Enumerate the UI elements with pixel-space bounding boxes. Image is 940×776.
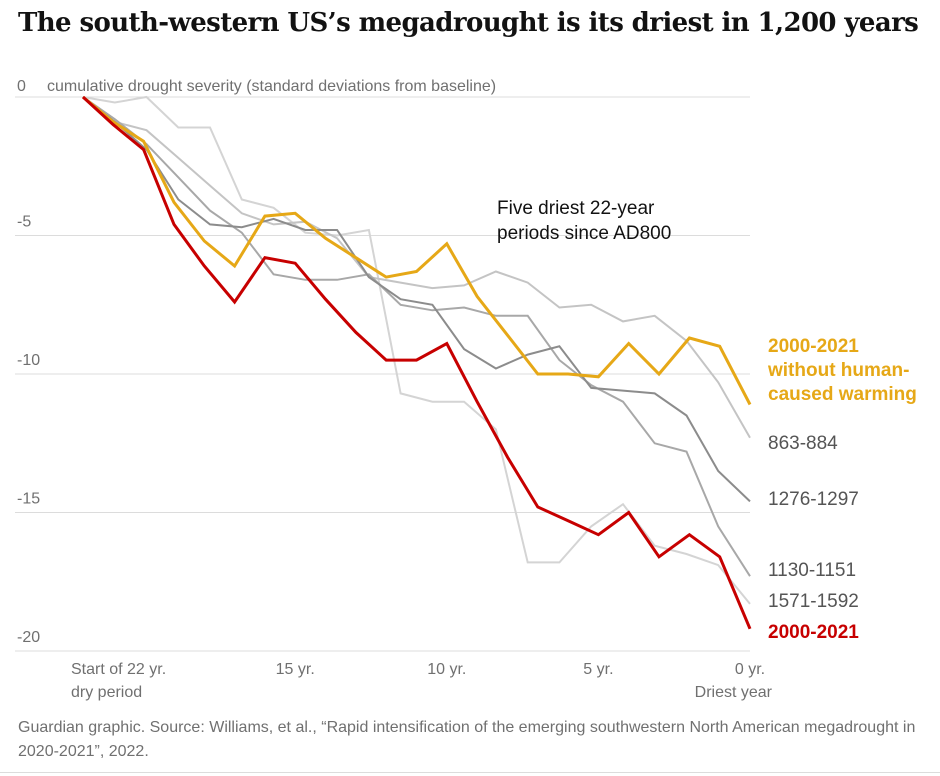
x-tick-label: 10 yr.: [427, 661, 466, 678]
line-chart: 0 -5 -10 -15 -20 cumulative drought severity…: [15, 78, 917, 701]
y-axis-ticks: 0 -5 -10 -15 -20: [17, 78, 40, 646]
y-tick-label: 0: [17, 78, 26, 95]
gridlines: [15, 96, 750, 652]
series-label: 1130-1151: [768, 560, 856, 581]
y-tick-label: -20: [17, 629, 40, 646]
series-label: 2000-2021: [768, 622, 859, 643]
x-tick-label: 5 yr.: [583, 661, 613, 678]
annotation-text: Five driest 22-year periods since AD800: [497, 198, 671, 244]
y-tick-label: -15: [17, 491, 40, 508]
source-note: Guardian graphic. Source: Williams, et a…: [18, 719, 916, 760]
annotation: Five driest 22-year periods since AD800: [497, 198, 671, 244]
x-tick-label: Start of 22 yr. dry period: [71, 661, 166, 701]
x-axis-ticks: Start of 22 yr. dry period 15 yr. 10 yr. 5 y…: [71, 661, 773, 701]
series-line-2000-2021: [82, 95, 752, 406]
series-line-1571-1592: [82, 95, 751, 605]
x-tick-label: 15 yr.: [276, 661, 315, 678]
series-label: 1571-1592: [768, 591, 859, 612]
series-label: 1276-1297: [768, 489, 859, 510]
series-line-2000-2021: [81, 95, 752, 630]
series-labels: 2000-2021 without human-caused warming 863…: [767, 336, 917, 643]
x-tick-label: 0 yr. Driest year: [695, 661, 773, 701]
series-line-863-884: [82, 96, 751, 439]
series-label: 863-884: [768, 433, 838, 454]
series-line-1276-1297: [82, 96, 751, 503]
series-line-1130-1151: [82, 96, 751, 577]
series-lines: [81, 95, 752, 630]
y-tick-label: -10: [17, 352, 40, 369]
y-axis-label: cumulative drought severity (standard de…: [47, 78, 496, 95]
y-tick-label: -5: [17, 214, 31, 231]
series-label: 2000-2021 without human-caused warming: [767, 336, 917, 405]
bottom-divider: [0, 772, 940, 773]
chart-title: The south-western US’s megadrought is it…: [18, 8, 919, 38]
